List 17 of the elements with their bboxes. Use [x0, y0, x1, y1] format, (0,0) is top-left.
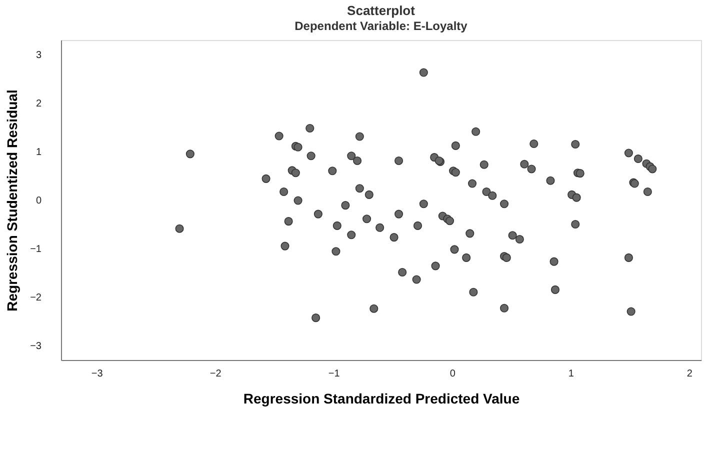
y-tick-label: 0: [36, 196, 42, 206]
y-tick-label: 2: [36, 98, 42, 110]
x-tick-label: −3: [91, 368, 104, 380]
chart-subtitle: Dependent Variable: E-Loyalty: [294, 19, 468, 33]
x-tick-label: 2: [686, 368, 693, 380]
y-tick-label: 1: [36, 147, 42, 158]
x-tick-label: 1: [568, 368, 574, 380]
y-tick-label: −3: [30, 340, 42, 352]
x-tick-label: −1: [328, 368, 340, 380]
x-tick-label: 0: [450, 368, 456, 380]
y-tick-label: −2: [30, 292, 42, 304]
y-tick-label: 3: [36, 50, 42, 62]
x-axis-title: Regression Standardized Predicted Value: [243, 390, 520, 406]
y-axis-title: Regression Studentized Residual: [4, 90, 20, 312]
y-tick-label: −1: [30, 244, 42, 255]
x-tick-label: −2: [210, 368, 222, 380]
chart-title: Scatterplot: [347, 3, 416, 18]
